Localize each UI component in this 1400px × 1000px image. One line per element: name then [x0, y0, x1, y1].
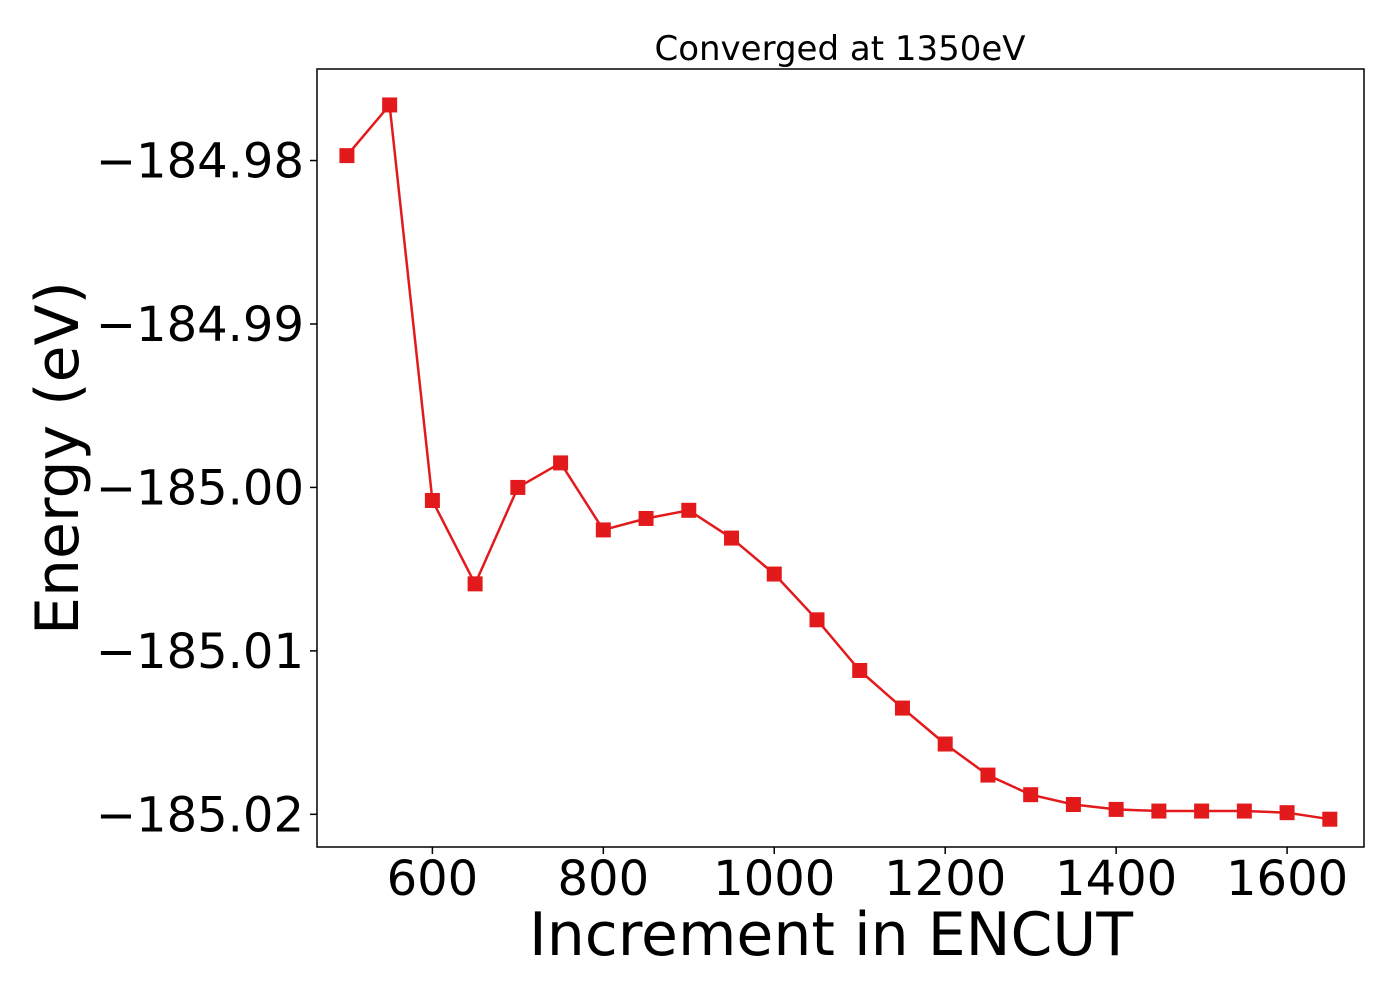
plot-area-frame — [316, 68, 1365, 848]
data-point-marker — [1236, 803, 1252, 819]
data-point-marker — [1279, 805, 1295, 821]
data-point-marker — [424, 492, 440, 508]
data-point-marker — [339, 148, 355, 164]
y-tick-label: −185.01 — [96, 624, 304, 680]
x-tick-label: 600 — [387, 851, 479, 907]
y-axis-ticks: −184.98 −184.99 −185.00 −185.01 −185.02 — [96, 134, 317, 843]
data-point-marker — [766, 566, 782, 582]
chart-title: Converged at 1350eV — [654, 29, 1025, 69]
data-point-marker — [937, 736, 953, 752]
x-tick-label: 1200 — [884, 851, 1006, 907]
data-point-marker — [1023, 787, 1039, 803]
data-point-marker — [980, 767, 996, 783]
data-point-marker — [724, 530, 740, 546]
data-point-marker — [809, 612, 825, 628]
y-axis-label: Energy (eV) — [23, 281, 93, 635]
data-point-marker — [510, 479, 526, 495]
x-axis-label: Increment in ENCUT — [529, 900, 1133, 970]
data-point-marker — [595, 522, 611, 538]
x-axis-ticks: 600 800 1000 1200 1400 1600 — [387, 847, 1348, 907]
y-tick-label: −185.02 — [96, 787, 304, 843]
series-layer — [339, 97, 1338, 827]
data-point-marker — [681, 502, 697, 518]
data-point-marker — [1065, 797, 1081, 813]
data-point-marker — [1322, 811, 1338, 827]
y-tick-label: −184.98 — [96, 134, 304, 190]
data-point-marker — [1151, 803, 1167, 819]
x-tick-label: 800 — [558, 851, 650, 907]
x-tick-label: 1600 — [1226, 851, 1348, 907]
y-tick-label: −185.00 — [96, 460, 304, 516]
data-point-marker — [553, 455, 569, 471]
data-point-marker — [852, 662, 868, 678]
data-point-marker — [1108, 801, 1124, 817]
series-line — [345, 103, 1330, 821]
data-point-marker — [638, 510, 654, 526]
data-point-marker — [467, 576, 483, 592]
data-point-marker — [382, 97, 398, 113]
data-point-marker — [1194, 803, 1210, 819]
y-tick-label: −184.99 — [96, 297, 304, 353]
data-point-marker — [894, 700, 910, 716]
x-tick-label: 1000 — [713, 851, 835, 907]
x-tick-label: 1400 — [1055, 851, 1177, 907]
